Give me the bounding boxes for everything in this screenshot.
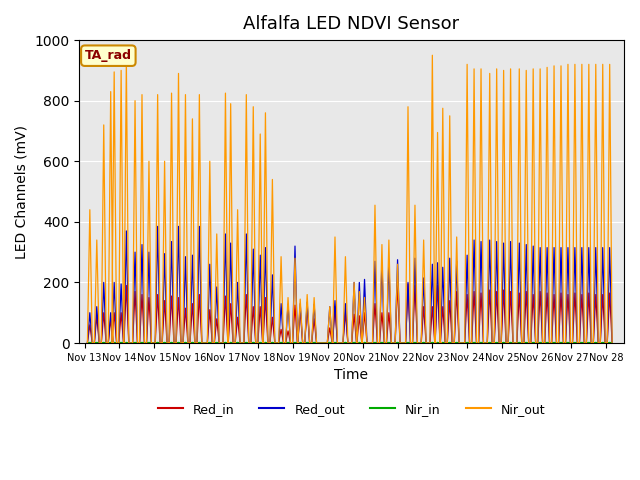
- X-axis label: Time: Time: [335, 368, 369, 382]
- Text: TA_rad: TA_rad: [85, 49, 132, 62]
- Title: Alfalfa LED NDVI Sensor: Alfalfa LED NDVI Sensor: [243, 15, 460, 33]
- Legend: Red_in, Red_out, Nir_in, Nir_out: Red_in, Red_out, Nir_in, Nir_out: [153, 398, 550, 421]
- Y-axis label: LED Channels (mV): LED Channels (mV): [15, 125, 29, 259]
